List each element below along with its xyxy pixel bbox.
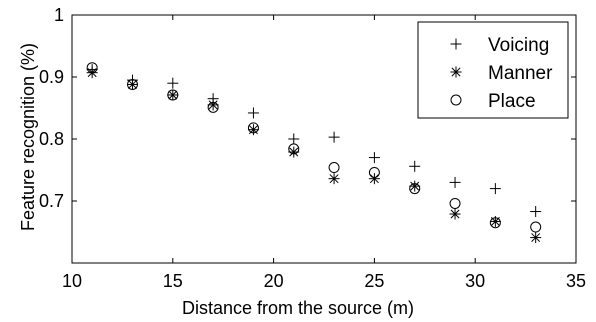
data-point — [530, 232, 542, 244]
data-point — [288, 143, 300, 155]
data-point — [328, 131, 340, 143]
data-point — [449, 208, 461, 220]
y-tick-label: 1 — [54, 5, 64, 25]
data-point — [409, 183, 421, 195]
x-tick-label: 10 — [62, 271, 82, 291]
data-point — [409, 160, 421, 172]
data-point — [368, 152, 380, 164]
series-manner — [86, 67, 542, 244]
axis-ticks — [71, 14, 577, 263]
data-point — [409, 180, 421, 192]
y-tick-label: 0.7 — [39, 191, 64, 211]
data-point — [167, 77, 179, 89]
data-point — [328, 173, 340, 185]
x-axis-label: Distance from the source (m) — [182, 298, 414, 318]
data-point — [126, 78, 138, 90]
y-axis-label: Feature recognition (%) — [18, 43, 38, 231]
data-point — [530, 221, 542, 233]
data-point — [489, 183, 501, 195]
data-point — [489, 217, 501, 229]
data-point — [86, 62, 98, 74]
series-place — [86, 62, 542, 233]
legend-label-place: Place — [488, 91, 536, 112]
data-point — [449, 197, 461, 209]
x-tick-label: 30 — [465, 271, 485, 291]
data-point — [247, 107, 259, 119]
legend-marker-manner — [450, 66, 462, 78]
legend-label-voicing: Voicing — [488, 35, 549, 56]
x-tick-label: 25 — [364, 271, 384, 291]
data-point — [449, 176, 461, 188]
data-point — [328, 162, 340, 174]
data-point — [167, 89, 179, 101]
data-point — [207, 101, 219, 113]
data-point — [288, 146, 300, 158]
data-point — [167, 89, 179, 101]
x-tick-label: 15 — [163, 271, 183, 291]
x-tick-label: 20 — [264, 271, 284, 291]
data-point — [207, 99, 219, 111]
data-point — [126, 78, 138, 90]
legend-marker-voicing — [450, 38, 462, 50]
data-point — [368, 166, 380, 178]
y-tick-label: 0.9 — [39, 67, 64, 87]
tick-labels: 10 15 20 25 30 35 0.7 0.8 0.9 1 — [39, 5, 586, 291]
x-tick-label: 35 — [566, 271, 586, 291]
data-point — [530, 206, 542, 218]
data-point — [368, 173, 380, 185]
legend-marker-place — [450, 94, 462, 106]
data-point — [247, 124, 259, 136]
data-point — [247, 122, 259, 134]
legend: Voicing Manner Place — [417, 21, 569, 119]
data-point — [288, 133, 300, 145]
legend-box — [417, 21, 569, 119]
data-points — [86, 62, 542, 244]
y-tick-label: 0.8 — [39, 129, 64, 149]
legend-label-manner: Manner — [488, 63, 553, 84]
